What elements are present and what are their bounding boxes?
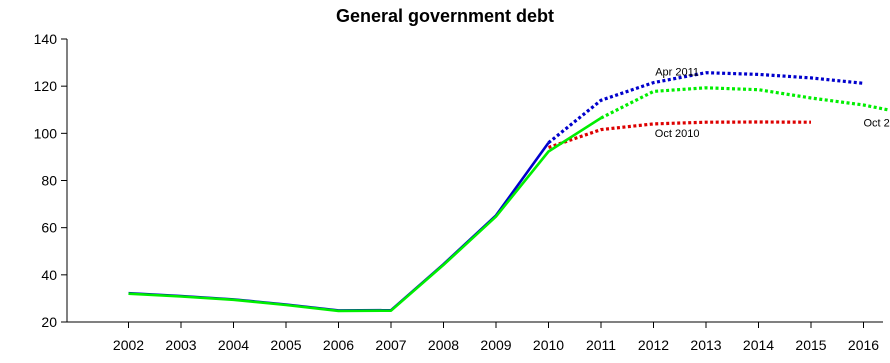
y-tick-label: 100 xyxy=(34,125,58,141)
x-tick-label: 2004 xyxy=(218,337,249,353)
y-tick-label: 60 xyxy=(41,220,57,236)
series-label-2: Oct 2010 xyxy=(655,128,700,140)
x-tick-label: 2002 xyxy=(113,337,144,353)
series-line-4 xyxy=(600,86,890,120)
series-label-1: Apr 2011 xyxy=(655,67,699,79)
x-tick-label: 2012 xyxy=(638,337,669,353)
x-tick-label: 2010 xyxy=(533,337,564,353)
x-tick-label: 2005 xyxy=(270,337,301,353)
series-line-3 xyxy=(128,116,602,313)
x-tick-label: 2011 xyxy=(586,337,616,353)
y-tick-label: 20 xyxy=(41,314,57,330)
chart-title: General government debt xyxy=(335,6,555,26)
x-tick-label: 2014 xyxy=(743,337,774,353)
x-tick-label: 2003 xyxy=(165,337,196,353)
x-tick-label: 2007 xyxy=(375,337,406,353)
x-tick-label: 2015 xyxy=(795,337,826,353)
series-label-4: Oct 2 xyxy=(864,118,890,130)
series-line-2 xyxy=(547,120,812,150)
x-tick-label: 2013 xyxy=(690,337,721,353)
series-line-1 xyxy=(547,71,864,145)
y-tick-label: 140 xyxy=(34,31,58,47)
x-tick-label: 2016 xyxy=(848,337,879,353)
y-tick-label: 40 xyxy=(41,267,57,283)
y-tick-label: 120 xyxy=(34,78,58,94)
x-tick-label: 2009 xyxy=(480,337,511,353)
y-tick-label: 80 xyxy=(41,173,57,189)
x-tick-label: 2006 xyxy=(323,337,354,353)
x-tick-label: 2008 xyxy=(428,337,459,353)
